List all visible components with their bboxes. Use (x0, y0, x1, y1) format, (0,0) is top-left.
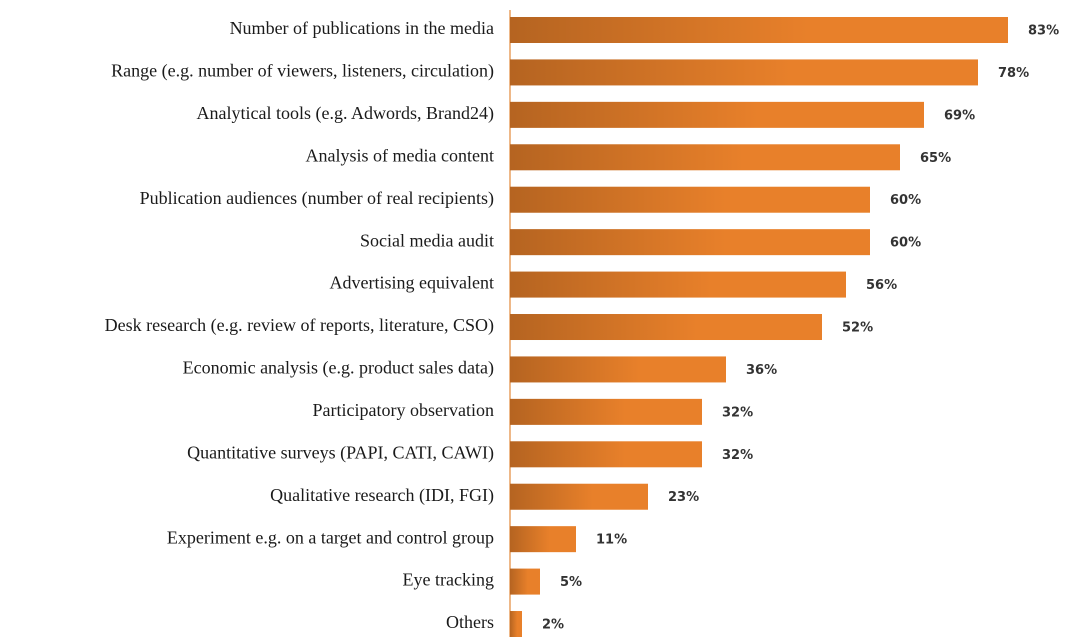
bar (510, 398, 702, 425)
category-label: Analysis of media content (306, 145, 494, 165)
bar (510, 271, 846, 298)
value-label: 69% (944, 108, 975, 123)
value-label: 36% (746, 363, 777, 378)
bar (510, 17, 1008, 43)
value-label: 5% (560, 575, 582, 590)
value-label: 83% (1028, 24, 1059, 39)
value-label: 11% (596, 533, 627, 548)
value-label: 60% (890, 236, 921, 251)
bar (510, 101, 924, 128)
category-label: Eye tracking (403, 570, 494, 590)
category-label: Experiment e.g. on a target and control … (167, 527, 494, 547)
value-label: 56% (866, 278, 897, 293)
value-label: 23% (668, 490, 699, 505)
category-label: Others (446, 612, 494, 632)
bar (510, 314, 822, 341)
category-label: Qualitative research (IDI, FGI) (270, 485, 494, 506)
value-label: 32% (722, 448, 753, 463)
bar (510, 186, 870, 213)
value-label: 60% (890, 193, 921, 208)
value-label: 78% (998, 66, 1029, 81)
bar (510, 483, 648, 510)
category-label: Analytical tools (e.g. Adwords, Brand24) (197, 103, 494, 124)
category-label: Advertising equivalent (330, 273, 494, 293)
bar (510, 526, 576, 553)
category-label: Number of publications in the media (230, 18, 494, 38)
value-label: 65% (920, 151, 951, 166)
category-label: Desk research (e.g. review of reports, l… (105, 315, 494, 336)
bar (510, 144, 900, 171)
category-label: Publication audiences (number of real re… (140, 188, 494, 209)
category-label: Participatory observation (313, 400, 494, 420)
bar (510, 356, 726, 383)
value-label: 32% (722, 405, 753, 420)
bar (510, 59, 978, 86)
bar (510, 568, 540, 595)
category-label: Social media audit (360, 230, 494, 250)
category-label: Range (e.g. number of viewers, listeners… (111, 61, 494, 82)
bar (510, 611, 522, 637)
category-label: Quantitative surveys (PAPI, CATI, CAWI) (187, 442, 494, 463)
value-label: 52% (842, 321, 873, 336)
value-label: 2% (542, 618, 564, 633)
bar (510, 229, 870, 256)
category-label: Economic analysis (e.g. product sales da… (183, 358, 494, 379)
bar (510, 441, 702, 468)
